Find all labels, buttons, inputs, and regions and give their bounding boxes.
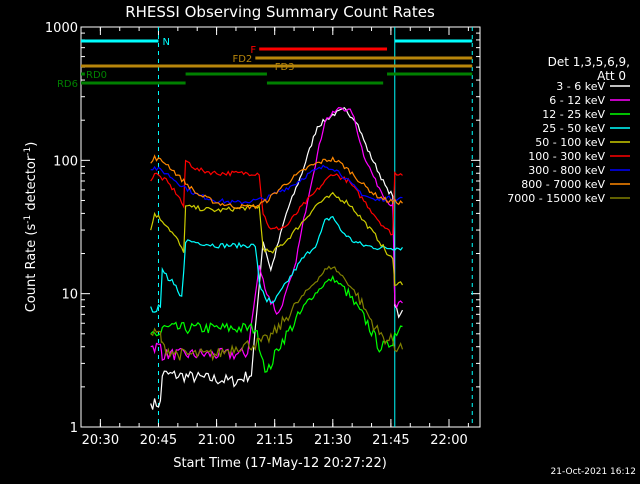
chart-title: RHESSI Observing Summary Count Rates (125, 3, 435, 21)
y-tick-label: 1 (70, 421, 78, 436)
y-tick-label: 10 (61, 288, 78, 303)
flag-label: FD2 (232, 54, 252, 65)
legend-entry: 25 - 50 keV (542, 122, 605, 135)
x-axis-label: Start Time (17-May-12 20:27:22) (173, 456, 387, 471)
legend-entry: 100 - 300 keV (528, 150, 605, 163)
legend-header-line1: Det 1,3,5,6,9, (548, 55, 630, 69)
series-group (150, 106, 404, 410)
footer-date: 21-Oct-2021 16:12 (551, 467, 636, 477)
x-tick-label: 21:30 (314, 433, 351, 448)
x-tick-label: 20:30 (82, 433, 119, 448)
x-tick-label: 21:45 (372, 433, 409, 448)
legend-entry: 800 - 7000 keV (521, 178, 605, 191)
series-line (150, 215, 403, 313)
legend-entry: 300 - 800 keV (528, 164, 605, 177)
y-label-part: Count Rate (s (24, 224, 39, 313)
y-tick-labels: 1 10 100 1000 (45, 21, 78, 436)
reference-lines (157, 27, 473, 427)
legend-entry: 6 - 12 keV (549, 94, 605, 107)
flag-label: FD3 (275, 62, 295, 73)
plot-frame (80, 26, 481, 428)
series-line (150, 265, 404, 362)
x-tick-label: 22:00 (430, 433, 467, 448)
flag-label: RD0 (86, 70, 107, 81)
x-tick-labels: 20:30 20:45 21:00 21:15 21:30 21:45 22:00 (82, 433, 468, 448)
y-label-sup2: -1 (23, 147, 33, 156)
axis-ticks (81, 26, 480, 428)
flag-label: F (250, 45, 256, 56)
series-line (150, 274, 403, 373)
legend-entry: 50 - 100 keV (535, 136, 605, 149)
flag-label: RD6 (57, 79, 78, 90)
series-line (150, 154, 403, 210)
legend-entry: 12 - 25 keV (542, 108, 605, 121)
flag-label: N (162, 37, 169, 48)
series-line (150, 159, 403, 236)
series-line (150, 106, 403, 362)
y-tick-label: 1000 (45, 21, 78, 36)
series-line (150, 106, 404, 410)
plot-area (80, 26, 481, 428)
x-tick-label: 21:15 (256, 433, 293, 448)
legend-entry: 7000 - 15000 keV (507, 192, 605, 205)
y-axis-label: Count Rate (s-1 detector-1) (23, 142, 39, 313)
series-line (150, 191, 404, 287)
y-label-end: ) (24, 142, 39, 147)
x-tick-label: 20:45 (140, 433, 177, 448)
legend-header-line2: Att 0 (597, 69, 626, 83)
y-label-part2: detector (24, 155, 39, 215)
y-tick-label: 100 (53, 154, 78, 169)
legend-entry: 3 - 6 keV (556, 80, 605, 93)
y-label-sup: -1 (23, 215, 33, 224)
x-tick-label: 21:00 (198, 433, 235, 448)
